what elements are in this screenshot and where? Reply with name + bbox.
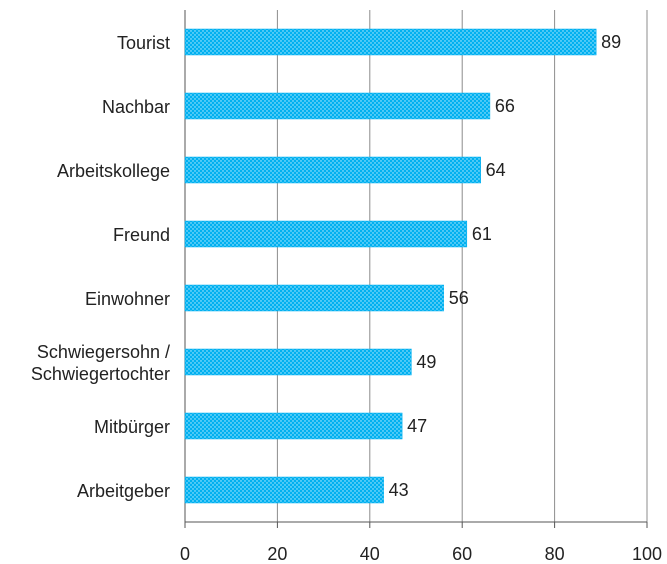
x-tick-label: 100 [632,544,662,564]
y-tick-label: Nachbar [101,97,170,117]
y-tick-label: Arbeitgeber [76,481,170,501]
y-tick-label: Mitbürger [93,417,170,437]
data-label: 56 [449,288,469,308]
x-tick-label: 80 [545,544,565,564]
y-tick-label: Tourist [116,33,170,53]
bar [184,412,403,440]
data-label: 61 [472,224,492,244]
bar [184,220,468,248]
bar [184,476,384,504]
bar [184,28,597,56]
bar [184,92,491,120]
bar [184,284,444,312]
y-tick-label: Freund [112,225,170,245]
y-tick-label: Schwiegersohn / Schwiegertochter [30,342,170,384]
x-tick-label: 20 [267,544,287,564]
bar [184,156,481,184]
data-label: 47 [407,416,427,436]
y-tick-label: Einwohner [84,289,170,309]
bar [184,348,412,376]
data-label: 66 [495,96,515,116]
x-tick-label: 60 [452,544,472,564]
data-label: 89 [601,32,621,52]
x-tick-label: 40 [360,544,380,564]
data-label: 43 [389,480,409,500]
x-tick-label: 0 [180,544,190,564]
y-tick-label: Arbeitskollege [56,161,170,181]
data-label: 49 [416,352,436,372]
data-label: 64 [486,160,506,180]
